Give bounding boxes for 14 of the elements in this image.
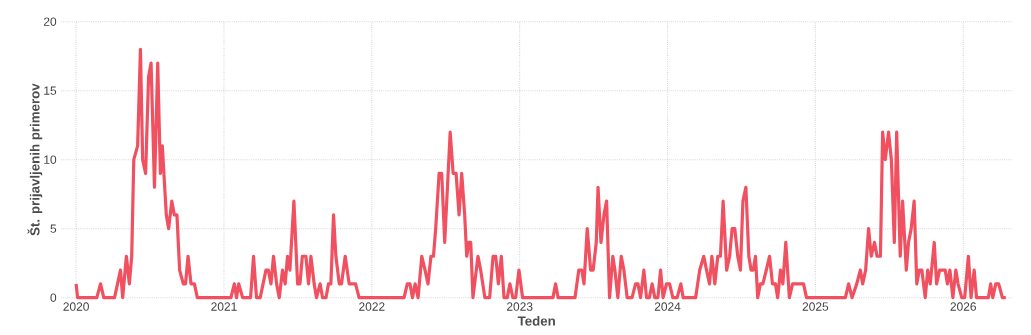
x-tick-label: 2021 bbox=[211, 302, 237, 311]
y-tick-label: 0 bbox=[50, 293, 57, 302]
x-axis-title: Teden bbox=[517, 315, 555, 326]
y-tick-label: 15 bbox=[44, 86, 57, 95]
x-tick-label: 2020 bbox=[63, 302, 89, 311]
x-tick-label: 2024 bbox=[654, 302, 681, 311]
x-tick-label: 2023 bbox=[506, 302, 533, 311]
y-axis-title: Št. prijavljenih primerov bbox=[27, 83, 43, 236]
x-tick-label: 2022 bbox=[359, 302, 385, 311]
y-tick-label: 5 bbox=[50, 224, 57, 233]
x-tick-label: 2025 bbox=[802, 302, 829, 311]
y-tick-label: 10 bbox=[44, 155, 57, 164]
y-tick-label: 20 bbox=[43, 17, 57, 26]
x-tick-label: 2026 bbox=[950, 302, 976, 311]
